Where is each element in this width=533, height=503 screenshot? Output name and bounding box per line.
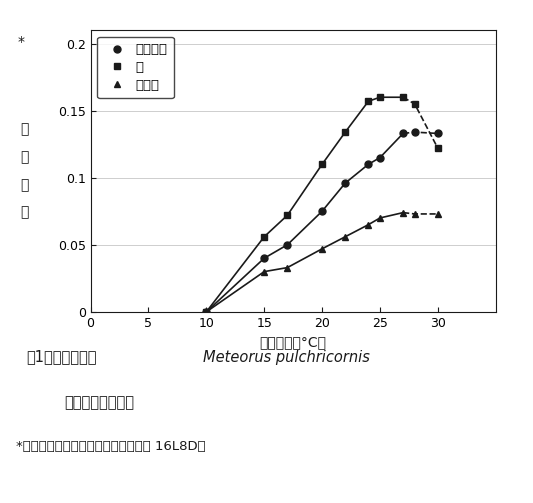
Text: Meteorus pulchricornis: Meteorus pulchricornis bbox=[203, 350, 369, 365]
Text: 育: 育 bbox=[20, 150, 28, 164]
Text: 図1　飼育温度と: 図1 飼育温度と bbox=[27, 350, 97, 365]
Text: の発育速度の関係: の発育速度の関係 bbox=[64, 395, 134, 410]
Text: 度: 度 bbox=[20, 206, 28, 219]
Text: *: * bbox=[18, 35, 25, 49]
Text: 発: 発 bbox=[20, 123, 28, 136]
Legend: 卵＋幼虫, 蜉, 全期間: 卵＋幼虫, 蜉, 全期間 bbox=[97, 37, 174, 98]
X-axis label: 飼育温度（°C）: 飼育温度（°C） bbox=[260, 336, 327, 349]
Text: 速: 速 bbox=[20, 178, 28, 192]
Text: *発育速度は発育日数の逆数。日長は 16L8D。: *発育速度は発育日数の逆数。日長は 16L8D。 bbox=[16, 440, 206, 453]
